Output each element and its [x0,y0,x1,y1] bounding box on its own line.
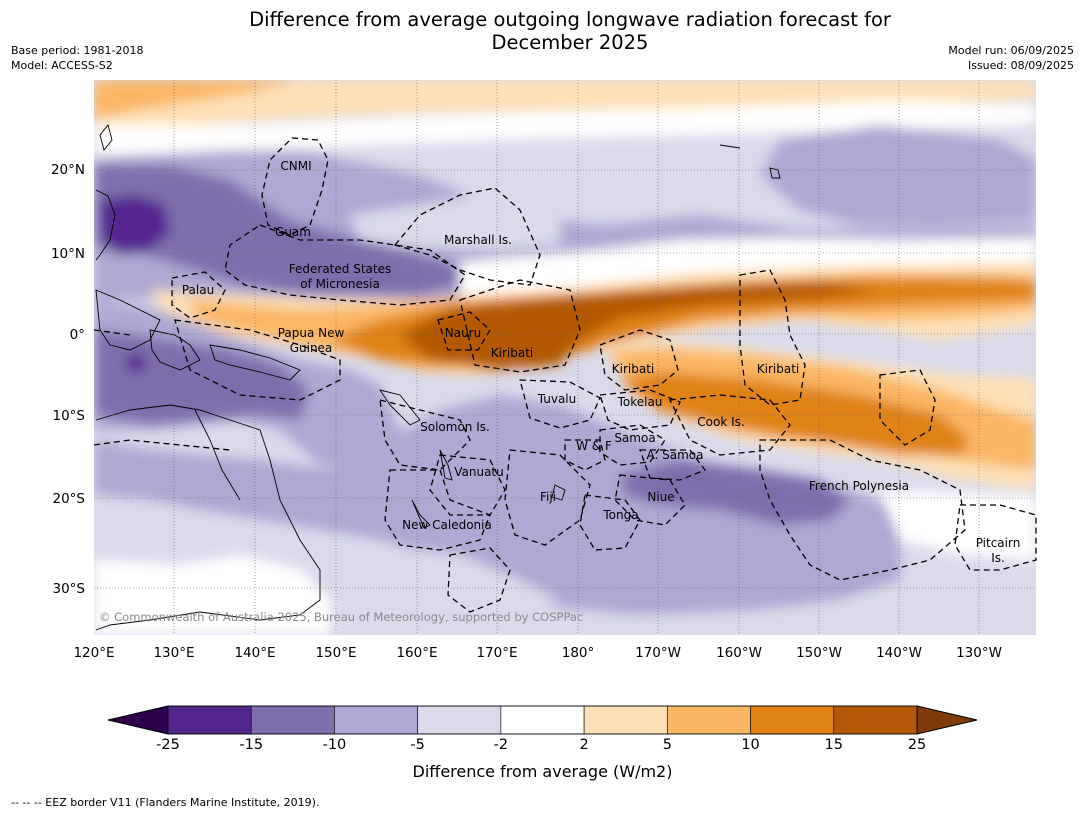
colorbar-tick-label: 2 [579,737,589,753]
base-period: Base period: 1981-2018 [11,44,144,57]
model-run: Model run: 06/09/2025 [948,44,1074,57]
lon-tick-120e: 120°E [73,645,114,661]
label-tonga: Tonga [602,508,638,522]
colorbar-tick-label: -10 [322,737,347,753]
lat-tick-10s: 10°S [53,408,86,424]
chart-title: Difference from average outgoing longwav… [0,8,1085,54]
colorbar-under-arrow [107,705,169,735]
lat-tick-20n: 20°N [51,162,85,178]
issued-date: Issued: 08/09/2025 [967,59,1074,72]
copyright-notice: © Commonwealth of Australia 2025, Bureau… [99,610,583,624]
label-american-samoa: A. Samoa [647,448,704,462]
colorbar [107,705,978,735]
meta-right: Model run: 06/09/2025 Issued: 08/09/2025 [948,43,1074,73]
colorbar-segment [833,705,918,735]
label-png-1: Papua New [278,326,345,340]
label-wallis-futuna: W & F [576,439,612,453]
colorbar-segment [167,705,252,735]
label-vanuatu: Vanuatu [454,465,504,479]
label-fiji: Fiji [540,490,556,504]
lon-tick-130w: 130°W [956,645,1002,661]
lon-tick-130e: 130°E [153,645,194,661]
coastlines [95,124,781,631]
label-cook: Cook Is. [697,415,744,429]
label-nauru: Nauru [445,326,481,340]
label-kiribati-east: Kiribati [757,362,799,376]
colorbar-tick-label: 25 [907,737,927,753]
model-name: Model: ACCESS-S2 [11,59,113,72]
colorbar-tick-label: -15 [239,737,264,753]
colorbar-frame [167,705,918,735]
label-marshall: Marshall Is. [444,233,512,247]
colorbar-tick-label: 5 [662,737,672,753]
label-kiribati-west: Kiribati [491,346,533,360]
label-pitcairn-1: Pitcairn [976,536,1021,550]
colorbar-tick-label: 10 [741,737,760,753]
lon-tick-150e: 150°E [315,645,356,661]
lon-tick-170w: 170°W [635,645,681,661]
lon-tick-150w: 150°W [796,645,842,661]
latitude-ticks: 20°N 10°N 0° 10°S 20°S 30°S [51,162,85,597]
title-line-1: Difference from average outgoing longwav… [249,8,891,31]
longitude-ticks: 120°E 130°E 140°E 150°E 160°E 170°E 180°… [73,645,1001,661]
colorbar-tick-label: -2 [493,737,509,753]
label-pitcairn-2: Is. [991,551,1005,565]
lat-tick-10n: 10°N [51,246,85,262]
colorbar-segment [500,705,585,735]
label-new-caledonia: New Caledonia [402,518,492,532]
lon-tick-160w: 160°W [716,645,762,661]
label-samoa: Samoa [614,431,655,445]
label-fsm-2: of Micronesia [300,277,380,291]
lon-tick-170e: 170°E [476,645,517,661]
label-fsm-1: Federated States [289,262,391,276]
label-png-2: Guinea [290,341,333,355]
eez-footnote: -- -- -- EEZ border V11 (Flanders Marine… [11,796,320,809]
label-kiribati-central: Kiribati [612,362,654,376]
colorbar-segment [750,705,835,735]
label-solomon: Solomon Is. [420,420,490,434]
label-french-polynesia: French Polynesia [809,479,909,493]
lat-tick-30s: 30°S [53,581,86,597]
colorbar-segment [250,705,335,735]
colorbar-tick-label: -25 [156,737,180,753]
lon-tick-180: 180° [562,645,595,661]
anomaly-field [94,80,1036,635]
eez-labels: CNMI Guam Marshall Is. Federated States … [182,159,1020,565]
colorbar-segment [417,705,502,735]
colorbar-segment [667,705,751,735]
label-cnmi: CNMI [280,159,311,173]
meta-left: Base period: 1981-2018 Model: ACCESS-S2 [11,43,143,73]
lon-tick-140e: 140°E [234,645,275,661]
label-guam: Guam [275,225,311,239]
colorbar-tick-label: 15 [824,737,843,753]
lat-tick-20s: 20°S [53,491,86,507]
lon-tick-160e: 160°E [396,645,437,661]
label-palau: Palau [182,283,214,297]
colorbar-segment [334,705,418,735]
colorbar-label: Difference from average (W/m2) [412,762,673,781]
colorbar-segment [583,705,668,735]
eez-borders [93,137,1037,613]
colorbar-over-arrow [916,705,978,735]
graticule [94,80,1036,635]
label-niue: Niue [647,490,674,504]
title-line-2: December 2025 [491,31,649,54]
label-tokelau: Tokelau [617,395,663,409]
lon-tick-140w: 140°W [876,645,922,661]
label-tuvalu: Tuvalu [537,392,577,406]
lat-tick-0: 0° [70,327,85,343]
colorbar-tick-label: -5 [410,737,425,753]
